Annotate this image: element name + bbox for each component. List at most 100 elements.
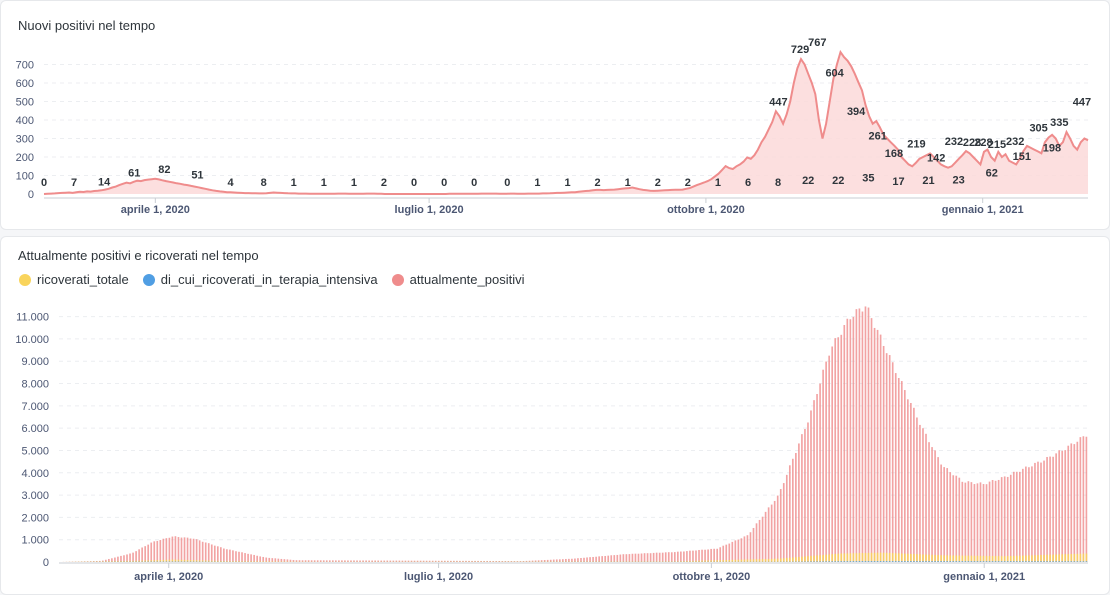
bar — [673, 561, 676, 562]
bar — [123, 560, 125, 562]
legend-label: attualmente_positivi — [409, 272, 525, 287]
bar — [967, 555, 970, 562]
bar — [713, 560, 715, 562]
bar — [474, 560, 476, 562]
bar — [1012, 561, 1015, 562]
bar — [731, 559, 734, 562]
bar — [1031, 466, 1033, 562]
bar — [180, 537, 183, 562]
bar — [764, 511, 767, 562]
bar — [162, 538, 165, 562]
bar — [362, 560, 364, 562]
bar — [174, 536, 177, 562]
bar — [331, 560, 334, 562]
bar — [586, 561, 588, 562]
data-label: 215 — [988, 139, 1006, 151]
y-tick-label: 9.000 — [21, 356, 49, 368]
bar — [168, 559, 171, 562]
bar — [1000, 477, 1003, 562]
bar — [961, 555, 964, 562]
bar — [888, 355, 891, 562]
chart-card-nuovi-positivi: Nuovi positivi nel tempo 0 100 200 300 400 50… — [0, 0, 1110, 230]
bar — [262, 561, 265, 562]
bar — [1015, 561, 1018, 562]
bar — [949, 561, 952, 562]
bar — [1006, 556, 1009, 562]
bar — [900, 553, 903, 562]
bar — [988, 561, 991, 562]
bar — [982, 484, 985, 562]
bar — [979, 561, 982, 562]
bar — [907, 399, 909, 562]
bar — [271, 561, 274, 562]
bar — [994, 556, 997, 562]
bar — [882, 561, 885, 562]
bar — [719, 547, 722, 562]
bar — [646, 553, 649, 562]
y-tick-label: 7.000 — [21, 401, 49, 413]
bar — [1037, 555, 1039, 562]
bar — [979, 482, 982, 562]
bar — [743, 559, 746, 562]
bar — [229, 561, 231, 562]
bar — [1052, 456, 1054, 562]
bar — [129, 560, 131, 562]
bar — [916, 554, 918, 562]
bar — [114, 557, 116, 562]
bar — [758, 519, 761, 562]
bar — [114, 561, 116, 562]
bar — [165, 538, 168, 562]
bar — [861, 561, 864, 562]
bar — [316, 560, 319, 562]
bar — [204, 542, 207, 562]
data-label: 305 — [1029, 123, 1047, 135]
bar — [985, 484, 988, 562]
bar — [589, 561, 591, 562]
legend-item-terapia-intensiva[interactable]: di_cui_ricoverati_in_terapia_intensiva — [142, 272, 378, 287]
bar — [195, 560, 198, 562]
data-label: 2 — [655, 177, 661, 189]
bar — [940, 561, 942, 562]
y-tick-label: 300 — [16, 134, 34, 146]
bar — [377, 560, 380, 562]
bar — [840, 561, 843, 562]
bar — [973, 561, 976, 562]
bar — [165, 559, 168, 562]
bar — [1079, 437, 1082, 562]
bar — [220, 547, 222, 562]
bar — [577, 558, 579, 562]
bar — [295, 560, 298, 562]
bar — [1012, 555, 1015, 562]
bar — [1055, 453, 1057, 562]
bar — [1082, 561, 1085, 562]
bar — [1031, 555, 1033, 562]
bar — [562, 559, 564, 562]
bar — [141, 560, 143, 562]
bar — [159, 540, 162, 562]
bar — [395, 560, 398, 562]
bar — [761, 559, 764, 562]
bar — [353, 560, 355, 562]
bar — [92, 561, 95, 562]
bar — [704, 560, 706, 562]
legend-label: di_cui_ricoverati_in_terapia_intensiva — [160, 272, 378, 287]
bar — [153, 541, 156, 562]
bar — [692, 550, 694, 562]
data-label: 142 — [927, 153, 945, 165]
bar — [743, 536, 746, 562]
bar — [283, 559, 286, 562]
bar — [782, 558, 785, 562]
bar — [253, 554, 255, 562]
bar — [649, 553, 652, 562]
bar — [689, 550, 691, 562]
bar — [543, 561, 546, 562]
bar — [1070, 554, 1073, 562]
legend-item-ricoverati-totale[interactable]: ricoverati_totale — [19, 272, 129, 287]
bar — [549, 561, 552, 562]
legend-item-attualmente-positivi[interactable]: attualmente_positivi — [391, 272, 525, 287]
bar — [798, 556, 800, 562]
bar — [1043, 554, 1045, 562]
bar — [749, 532, 752, 562]
y-tick-label: 1.000 — [21, 535, 49, 547]
bar — [1009, 474, 1012, 562]
